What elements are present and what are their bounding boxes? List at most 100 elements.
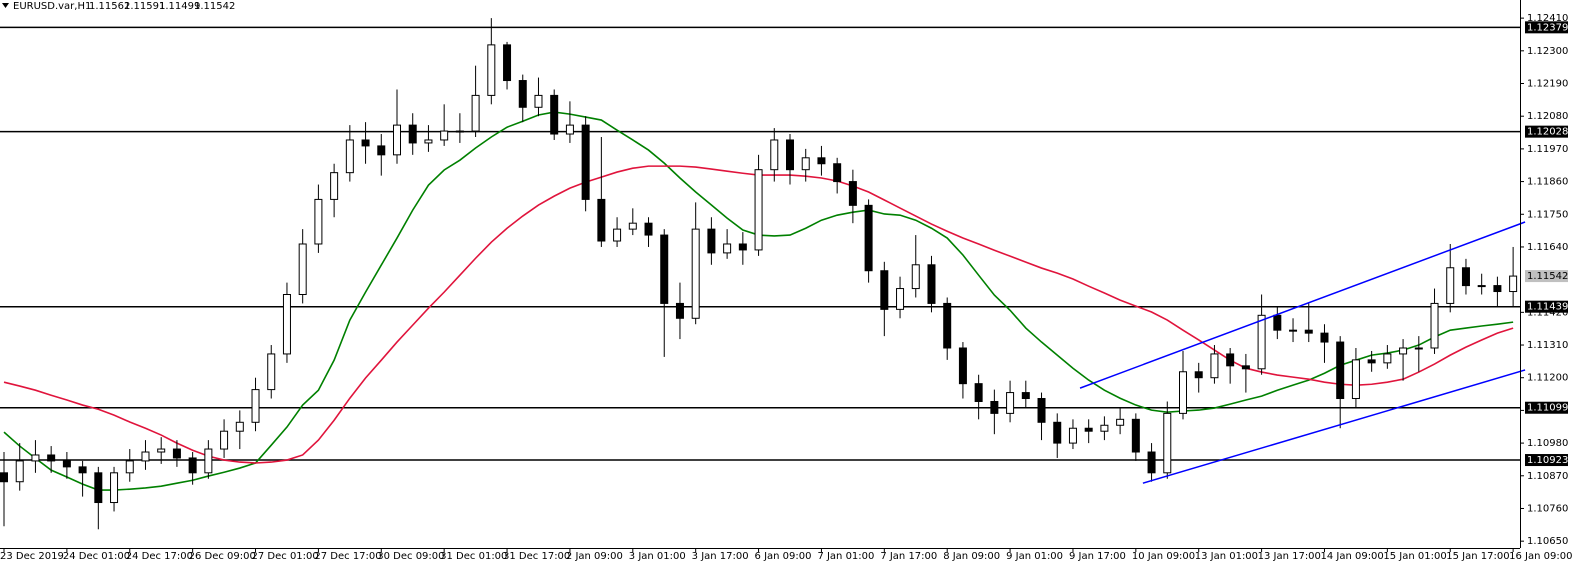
x-tick-label: 13 Jan 01:00 (1195, 551, 1258, 562)
candle-body (330, 172, 339, 200)
candle-body (1037, 398, 1046, 423)
candle-body (440, 130, 449, 141)
x-tick-label: 16 Jan 09:00 (1509, 551, 1572, 562)
candle-body (345, 139, 354, 174)
candle-body (1210, 353, 1219, 379)
candle-body (990, 400, 999, 414)
candle-body (738, 243, 747, 251)
level-price-label: 1.11439 (1527, 302, 1568, 313)
candle-body (1006, 392, 1015, 414)
candle-body (125, 460, 134, 474)
candle-body (204, 448, 213, 474)
y-tick-label: 1.11860 (1527, 177, 1568, 188)
y-tick-label: 1.11970 (1527, 144, 1568, 155)
candle-body (864, 204, 873, 272)
level-price-label: 1.10923 (1527, 455, 1568, 466)
candle-body (282, 294, 291, 355)
candle-body (880, 270, 889, 310)
header-open: 1.11562 (89, 1, 130, 12)
candle-body (94, 472, 103, 504)
x-tick-label: 10 Jan 09:00 (1132, 551, 1195, 562)
candle-body (235, 421, 244, 432)
y-tick-label: 1.12410 (1527, 13, 1568, 24)
candle-body (1461, 267, 1470, 287)
candle-body (251, 389, 260, 423)
x-tick-label: 2 Jan 09:00 (566, 551, 623, 562)
candle-body (613, 228, 622, 242)
y-tick-label: 1.12300 (1527, 46, 1568, 57)
candle-body (377, 145, 386, 156)
candle-body (770, 139, 779, 171)
candle-body (644, 222, 653, 236)
candle-body (172, 448, 181, 459)
y-tick-label: 1.11640 (1527, 242, 1568, 253)
x-tick-label: 9 Jan 17:00 (1069, 551, 1126, 562)
candle-body (1351, 359, 1360, 400)
x-tick-label: 7 Jan 01:00 (817, 551, 874, 562)
candle-body (424, 139, 433, 144)
candle-body (534, 94, 543, 108)
candle-body (141, 451, 150, 462)
candle-body (1477, 285, 1486, 288)
menu-arrow[interactable] (2, 3, 9, 8)
x-tick-label: 15 Jan 17:00 (1446, 551, 1509, 562)
x-tick-label: 31 Dec 17:00 (503, 551, 570, 562)
current-price-label: 1.11542 (1527, 271, 1568, 282)
x-tick-label: 24 Dec 01:00 (63, 551, 130, 562)
candle-body (723, 243, 732, 254)
candle-body (707, 228, 716, 254)
y-tick-label: 1.11750 (1527, 209, 1568, 220)
y-tick-label: 1.11310 (1527, 340, 1568, 351)
candle-body (1068, 427, 1077, 444)
candle-body (1147, 451, 1156, 474)
candle-body (911, 264, 920, 290)
x-tick-label: 3 Jan 01:00 (629, 551, 686, 562)
candle-body (110, 472, 119, 504)
candle-body (1320, 332, 1329, 343)
candle-body (1257, 314, 1266, 370)
level-price-box (1525, 454, 1568, 467)
candle-body (1179, 371, 1187, 414)
candle-body (1446, 267, 1455, 304)
x-tick-label: 8 Jan 09:00 (943, 551, 1000, 562)
level-price-box (1525, 21, 1568, 34)
candle-body (1336, 341, 1345, 400)
candle-body (1430, 302, 1439, 349)
y-tick-label: 1.10980 (1527, 438, 1568, 449)
candle-body (786, 139, 794, 171)
candle-body (15, 460, 24, 483)
candle-body (1399, 347, 1408, 355)
candle-body (958, 347, 967, 385)
level-price-label: 1.12028 (1527, 127, 1568, 138)
candle-body (487, 44, 496, 96)
candle-body (817, 157, 826, 165)
x-tick-label: 7 Jan 17:00 (880, 551, 937, 562)
candle-body (1414, 347, 1423, 350)
header-close: 1.11542 (194, 1, 235, 12)
trendline (1079, 221, 1526, 389)
level-price-box (1525, 300, 1568, 313)
candle-body (62, 460, 71, 468)
level-price-label: 1.11099 (1527, 403, 1568, 414)
candle-body (1021, 392, 1030, 400)
candle-body (1100, 424, 1109, 432)
current-price-box (1525, 270, 1568, 283)
candle-body (31, 454, 40, 462)
candle-body (518, 80, 527, 108)
x-tick-label: 31 Dec 01:00 (440, 551, 507, 562)
candle-body (1383, 353, 1392, 364)
candle-body (833, 163, 842, 183)
x-tick-label: 23 Dec 2019 (0, 551, 64, 562)
y-tick-label: 1.12080 (1527, 111, 1568, 122)
candle-body (157, 448, 166, 453)
y-tick-label: 1.10870 (1527, 471, 1568, 482)
x-tick-label: 30 Dec 09:00 (377, 551, 444, 562)
candle-body (597, 198, 606, 242)
candle-body (927, 264, 936, 304)
x-tick-label: 14 Jan 09:00 (1320, 551, 1383, 562)
x-tick-label: 9 Jan 01:00 (1006, 551, 1063, 562)
candle-body (801, 157, 810, 171)
candle-body (1509, 275, 1518, 293)
